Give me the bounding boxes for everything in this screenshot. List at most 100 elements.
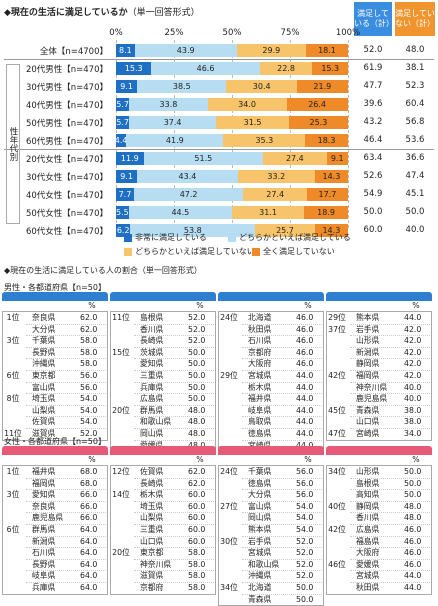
rank-label: 27位	[220, 501, 238, 511]
row-divider	[134, 358, 214, 360]
x-tick-label: 50%	[222, 28, 242, 38]
prefecture-value: 50.0	[296, 594, 314, 604]
chart-title: ◆現在の生活に満足しているか（単一回答形式）	[4, 8, 200, 18]
row-divider	[242, 393, 322, 395]
prefecture-value: 46.0	[404, 559, 422, 569]
prefecture-value: 44.0	[296, 429, 314, 438]
bar-segment: 25.7	[255, 224, 315, 237]
prefecture-name: 和歌山県	[248, 559, 280, 569]
row-divider	[26, 404, 106, 406]
bar-segment: 25.3	[289, 116, 348, 129]
prefecture-name: 青森県	[248, 594, 272, 604]
legend-item-not-at-all: 全く満足していない	[252, 246, 335, 257]
row-divider	[350, 570, 430, 572]
bar-segment: 35.3	[223, 134, 306, 147]
prefecture-value: 44.0	[296, 382, 314, 392]
row-divider	[134, 512, 214, 514]
legend: 非常に満足している どちらかといえば満足している どちらかといえば満足していない…	[124, 232, 354, 260]
prefecture-value: 50.0	[188, 359, 206, 369]
prefecture-value: 52.0	[296, 571, 314, 581]
prefecture-value: 54.0	[296, 501, 314, 511]
prefecture-value: 44.0	[404, 571, 422, 581]
percent-header: %	[304, 301, 312, 310]
prefecture-value: 56.0	[296, 490, 314, 500]
percent-header: %	[412, 455, 420, 464]
rank-label: 8位	[6, 394, 20, 404]
rank-label: 42位	[328, 525, 346, 534]
row-divider	[26, 535, 106, 537]
prefecture-value: 66.0	[80, 513, 98, 523]
prefecture-name: 岩手県	[356, 324, 380, 334]
prefecture-value: 54.0	[296, 513, 314, 523]
prefecture-value: 54.0	[80, 417, 98, 427]
prefecture-name: 兵庫県	[32, 583, 56, 592]
not-satisfied-value: 52.3	[405, 81, 425, 91]
stacked-bar: 5.7 33.8 34.0 26.4	[116, 98, 348, 111]
prefecture-name: 埼玉県	[32, 394, 56, 404]
bar-segment: 34.0	[207, 98, 287, 111]
prefecture-value: 64.0	[80, 571, 98, 581]
prefecture-name: 広島県	[140, 394, 164, 404]
prefecture-name: 奈良県	[32, 501, 56, 511]
prefecture-name: 静岡県	[356, 501, 380, 511]
bar-segment: 18.3	[305, 134, 348, 147]
row-divider	[242, 477, 322, 479]
bar-segment: 8.1	[116, 44, 135, 57]
prefecture-value: 50.0	[404, 478, 422, 488]
prefecture-name: 山梨県	[32, 405, 56, 415]
row-divider	[26, 547, 106, 549]
row-divider	[350, 547, 430, 549]
satisfied-value: 63.4	[363, 153, 383, 163]
row-divider	[242, 439, 322, 441]
prefecture-value: 66.0	[80, 490, 98, 500]
row-divider	[242, 535, 322, 537]
row-divider	[134, 416, 214, 418]
rank-label: 24位	[220, 313, 238, 322]
prefecture-name: 沖縄県	[248, 571, 272, 581]
row-divider	[242, 404, 322, 406]
row-divider	[242, 416, 322, 418]
row-divider	[350, 393, 430, 395]
rank-label: 24位	[220, 467, 238, 476]
prefecture-value: 38.0	[404, 405, 422, 415]
row-divider	[134, 535, 214, 537]
row-divider	[134, 428, 214, 429]
prefecture-name: 山梨県	[140, 513, 164, 523]
column-band	[326, 446, 432, 455]
prefecture-value: 58.0	[80, 336, 98, 346]
prefecture-value: 60.0	[188, 513, 206, 523]
stacked-bar: 9.1 38.5 30.4 21.9	[116, 80, 348, 93]
prefecture-name: 岡山県	[140, 429, 164, 438]
bar-segment: 51.5	[143, 152, 264, 165]
satisfied-value: 47.7	[363, 81, 383, 91]
prefecture-name: 大阪府	[248, 359, 272, 369]
bar-segment: 29.9	[236, 44, 306, 57]
prefecture-value: 50.0	[404, 490, 422, 500]
prefecture-name: 愛知県	[32, 490, 56, 500]
prefecture-name: 香川県	[140, 324, 164, 334]
prefecture-name: 千葉県	[248, 467, 272, 476]
bar-segment: 26.4	[286, 98, 348, 111]
prefecture-value: 56.0	[296, 467, 314, 476]
male-ranking-title: 男性・各都道府県【n=50】	[4, 283, 106, 292]
percent-header: %	[196, 455, 204, 464]
row-divider	[350, 323, 430, 325]
row-divider	[242, 512, 322, 514]
prefecture-name: 福島県	[356, 536, 380, 546]
prefecture-name: 福岡県	[32, 478, 56, 488]
prefecture-value: 68.0	[80, 478, 98, 488]
stacked-bar: 4.4 41.9 35.3 18.3	[116, 134, 348, 147]
rank-label: 46位	[328, 559, 346, 569]
prefecture-value: 52.0	[80, 429, 98, 438]
prefecture-value: 44.0	[296, 441, 313, 451]
x-tick-label: 0%	[109, 28, 123, 38]
not-satisfied-value: 40.0	[405, 225, 425, 235]
row-divider	[242, 358, 322, 360]
bar-segment: 17.7	[306, 188, 348, 201]
percent-header: %	[88, 301, 96, 310]
prefecture-name: 北海道	[248, 313, 272, 322]
rank-label: 11位	[112, 313, 130, 322]
row-divider	[242, 428, 322, 429]
prefecture-value: 52.0	[188, 313, 206, 322]
satisfied-value: 52.0	[363, 45, 383, 55]
